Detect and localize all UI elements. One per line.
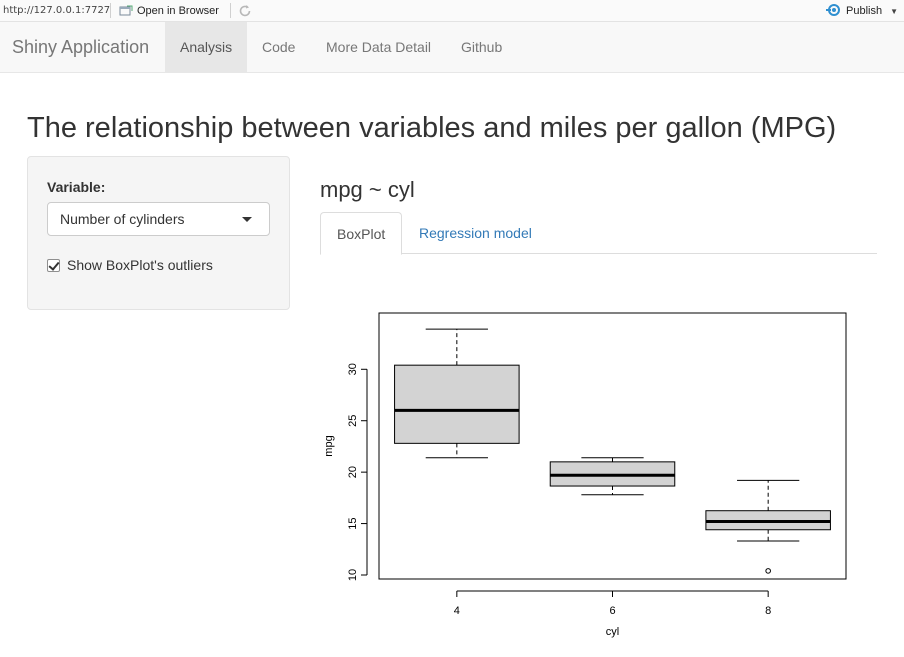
publish-label: Publish: [846, 5, 883, 17]
navbar: Shiny Application Analysis Code More Dat…: [0, 22, 904, 73]
open-in-browser-button[interactable]: Open in Browser: [119, 3, 219, 19]
variable-select[interactable]: Number of cylinders: [47, 202, 270, 236]
nav-tab-code[interactable]: Code: [262, 39, 296, 55]
toolbar-separator: [230, 3, 231, 18]
y-tick-label: 10: [347, 569, 359, 581]
chevron-down-icon: [242, 217, 252, 222]
publish-icon: [826, 3, 842, 20]
nav-tab-github[interactable]: Github: [461, 39, 503, 55]
x-tick-label: 6: [609, 605, 615, 617]
x-axis-label: cyl: [606, 626, 619, 638]
refresh-icon[interactable]: [237, 3, 253, 19]
outliers-checkbox[interactable]: [47, 258, 60, 272]
y-tick-label: 30: [347, 363, 359, 375]
viewer-toolbar: http://127.0.0.1:7727 Open in Browser Pu…: [0, 0, 904, 22]
x-tick-label: 4: [454, 605, 460, 617]
x-tick-label: 8: [765, 605, 771, 617]
outliers-checkbox-row[interactable]: Show BoxPlot's outliers: [47, 257, 213, 273]
browser-window-icon: [119, 5, 133, 17]
formula-heading: mpg ~ cyl: [320, 177, 415, 202]
toolbar-separator: [110, 3, 111, 18]
tab-boxplot[interactable]: BoxPlot: [320, 212, 403, 255]
sidebar-panel: Variable: Number of cylinders Show BoxPl…: [27, 156, 290, 310]
box: [394, 364, 520, 444]
tab-regression-model[interactable]: Regression model: [419, 225, 532, 241]
boxplot-chart: 10 15 20 25 30 mpg 4 6 8 cyl: [323, 312, 847, 638]
publish-button[interactable]: Publish ▼: [826, 3, 898, 19]
plot-frame: [378, 312, 847, 580]
app-brand[interactable]: Shiny Application: [12, 37, 150, 57]
outlier-point: [765, 568, 771, 574]
open-in-browser-label: Open in Browser: [137, 5, 219, 17]
variable-select-value: Number of cylinders: [60, 211, 185, 227]
variable-label: Variable:: [47, 179, 106, 195]
nav-tab-more-data-detail[interactable]: More Data Detail: [326, 39, 432, 55]
nav-tab-analysis[interactable]: Analysis: [165, 22, 247, 72]
y-tick-label: 20: [347, 466, 359, 478]
y-tick-label: 15: [347, 517, 359, 529]
chevron-down-icon: ▼: [890, 6, 898, 16]
main-tabs: BoxPlot Regression model: [320, 212, 877, 255]
y-axis-label: mpg: [323, 435, 335, 456]
viewer-url: http://127.0.0.1:7727: [3, 5, 111, 16]
page-title: The relationship between variables and m…: [27, 112, 837, 144]
y-tick-label: 25: [347, 415, 359, 427]
outliers-checkbox-label: Show BoxPlot's outliers: [67, 257, 213, 273]
